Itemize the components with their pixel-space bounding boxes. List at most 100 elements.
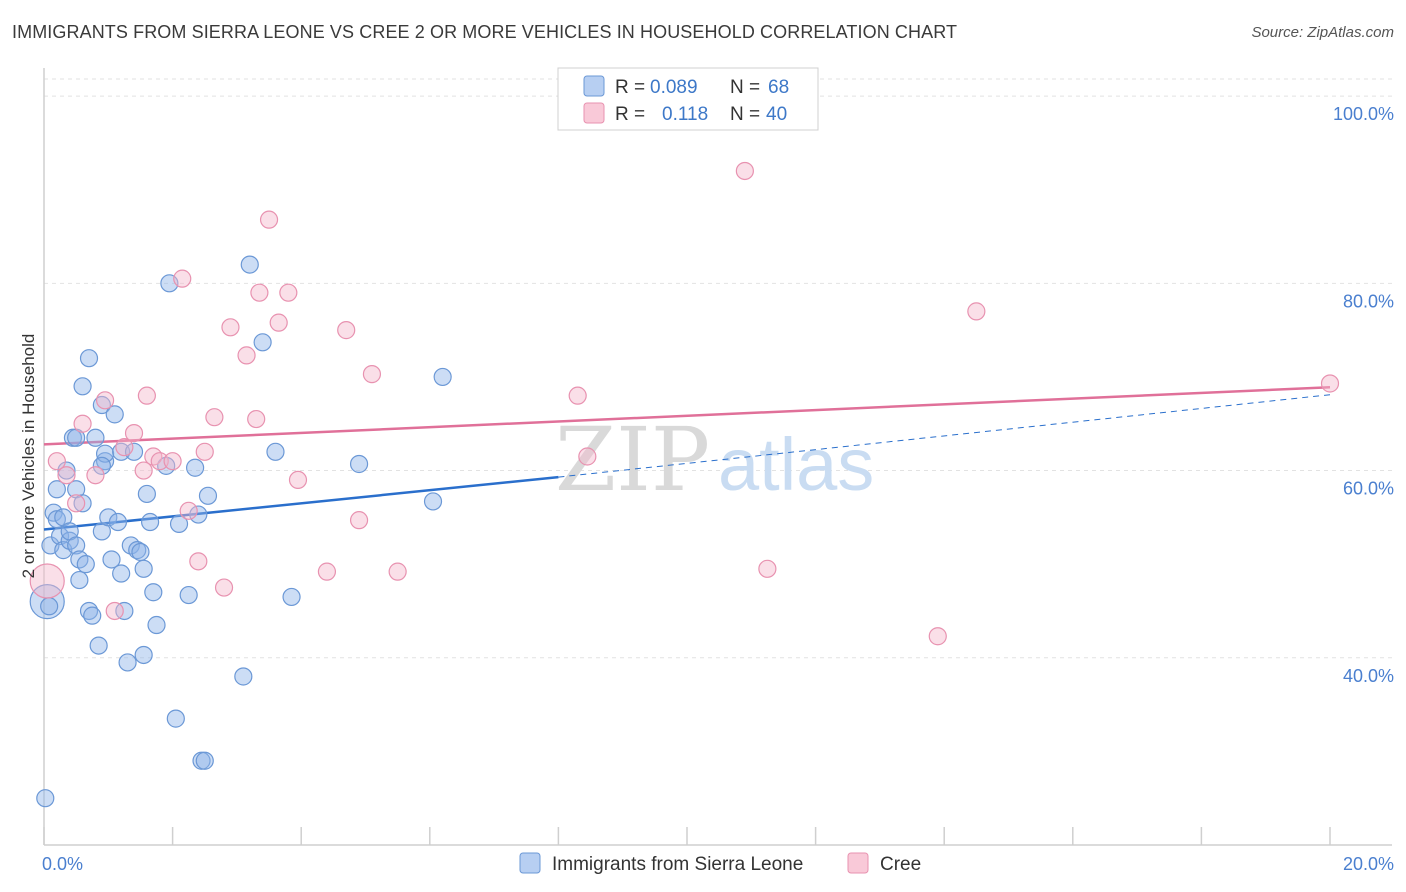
point-cree-35 bbox=[578, 447, 597, 466]
point-sierra-leone-24 bbox=[86, 428, 105, 447]
point-cree-4 bbox=[73, 414, 92, 433]
point-sierra-leone-9 bbox=[57, 461, 76, 480]
point-sierra-leone-23 bbox=[83, 606, 102, 625]
point-sierra-leone-0 bbox=[29, 584, 65, 620]
point-cree-9 bbox=[124, 423, 144, 443]
point-sierra-leone-31 bbox=[102, 550, 121, 569]
point-cree-39 bbox=[967, 302, 986, 321]
point-sierra-leone-58 bbox=[234, 667, 253, 686]
y-tick-label-100: 100.0% bbox=[1333, 104, 1394, 124]
point-cree-37 bbox=[758, 559, 777, 578]
point-cree-28 bbox=[288, 470, 308, 490]
point-cree-11 bbox=[137, 386, 156, 405]
watermark-atlas: atlas bbox=[718, 423, 874, 506]
point-sierra-leone-63 bbox=[349, 454, 369, 474]
point-cree-22 bbox=[237, 346, 256, 365]
point-cree-8 bbox=[115, 438, 134, 457]
point-sierra-leone-56 bbox=[195, 751, 214, 770]
legend-n-value-2: 40 bbox=[766, 104, 787, 125]
point-sierra-leone-53 bbox=[186, 458, 205, 477]
point-cree-34 bbox=[568, 386, 587, 405]
point-sierra-leone-40 bbox=[128, 541, 147, 560]
legend-n-label-1: N = bbox=[730, 77, 760, 98]
chart-source: Source: ZipAtlas.com bbox=[1251, 24, 1394, 41]
point-cree-24 bbox=[250, 283, 269, 302]
point-sierra-leone-30 bbox=[99, 508, 118, 527]
watermark-zip: ZIP bbox=[555, 408, 710, 511]
point-cree-23 bbox=[247, 409, 266, 429]
axis-labels: 40.0% 60.0% 80.0% 100.0% 0.0% 20.0% 2 or more … bbox=[19, 104, 1394, 874]
point-cree-6 bbox=[95, 391, 115, 410]
series-label-1: Immigrants from Sierra Leone bbox=[552, 854, 803, 875]
point-cree-25 bbox=[259, 210, 279, 229]
point-cree-29 bbox=[317, 562, 337, 581]
point-sierra-leone-59 bbox=[240, 255, 259, 274]
point-cree-15 bbox=[173, 269, 192, 288]
y-tick-label-60: 60.0% bbox=[1343, 479, 1394, 499]
legend-n-value-1: 68 bbox=[768, 77, 789, 98]
point-cree-36 bbox=[735, 161, 754, 181]
watermark: ZIP atlas bbox=[555, 408, 874, 511]
trend-line-sierra-leone bbox=[43, 475, 559, 531]
trend-lines bbox=[43, 385, 1331, 531]
legend-n-label-2: N = bbox=[730, 104, 760, 125]
point-sierra-leone-35 bbox=[112, 564, 131, 583]
point-cree-27 bbox=[279, 283, 298, 302]
point-sierra-leone-42 bbox=[134, 559, 153, 578]
point-cree-33 bbox=[388, 562, 407, 581]
point-sierra-leone-57 bbox=[198, 486, 218, 505]
point-sierra-leone-13 bbox=[67, 536, 86, 555]
trend-line-sierra-leone-extension bbox=[558, 394, 1331, 478]
point-sierra-leone-43 bbox=[134, 645, 153, 665]
series-legend: Immigrants from Sierra Leone Cree bbox=[519, 852, 921, 875]
point-sierra-leone-65 bbox=[92, 456, 111, 475]
legend-r-value-2: 0.118 bbox=[662, 104, 708, 125]
point-sierra-leone-47 bbox=[147, 615, 166, 635]
point-sierra-leone-60 bbox=[253, 333, 272, 352]
point-sierra-leone-36 bbox=[115, 601, 134, 621]
point-sierra-leone-39 bbox=[124, 442, 144, 461]
legend-r-label-1: R = bbox=[615, 77, 645, 98]
point-cree-13 bbox=[150, 452, 169, 471]
point-sierra-leone-46 bbox=[144, 583, 163, 602]
point-sierra-leone-19 bbox=[73, 494, 92, 513]
point-sierra-leone-44 bbox=[137, 484, 156, 504]
point-sierra-leone-5 bbox=[47, 480, 66, 499]
point-cree-18 bbox=[195, 442, 214, 461]
point-sierra-leone-66 bbox=[423, 492, 443, 511]
data-points bbox=[29, 161, 1340, 808]
point-sierra-leone-64 bbox=[36, 789, 55, 808]
point-sierra-leone-18 bbox=[73, 377, 92, 396]
x-tick-label-min: 0.0% bbox=[42, 854, 83, 874]
point-sierra-leone-50 bbox=[166, 709, 185, 728]
point-sierra-leone-17 bbox=[70, 570, 89, 590]
point-sierra-leone-21 bbox=[79, 349, 99, 368]
legend: R = 0.089 N = 68 R = 0.118 N = 40 bbox=[557, 67, 819, 131]
chart-title: IMMIGRANTS FROM SIERRA LEONE VS CREE 2 O… bbox=[12, 22, 958, 42]
axes bbox=[43, 68, 1392, 846]
point-cree-14 bbox=[163, 452, 182, 471]
legend-r-value-1: 0.089 bbox=[650, 77, 698, 98]
point-sierra-leone-33 bbox=[108, 512, 128, 532]
point-cree-7 bbox=[105, 601, 124, 621]
point-sierra-leone-32 bbox=[105, 405, 124, 424]
y-axis-label: 2 or more Vehicles in Household bbox=[19, 334, 38, 579]
point-sierra-leone-54 bbox=[189, 505, 208, 524]
point-cree-30 bbox=[337, 321, 356, 340]
point-sierra-leone-37 bbox=[118, 653, 137, 672]
gridlines bbox=[44, 78, 1392, 659]
trend-line-cree bbox=[43, 385, 1331, 446]
point-sierra-leone-6 bbox=[50, 526, 70, 546]
point-cree-1 bbox=[47, 452, 66, 471]
series-swatch-blue bbox=[519, 852, 541, 874]
point-cree-5 bbox=[86, 466, 105, 485]
series-swatch-pink bbox=[847, 852, 869, 874]
legend-swatch-blue bbox=[583, 75, 605, 97]
point-cree-32 bbox=[362, 365, 382, 384]
point-cree-19 bbox=[205, 408, 224, 427]
legend-r-label-2: R = bbox=[615, 104, 645, 125]
point-sierra-leone-62 bbox=[282, 587, 301, 607]
point-sierra-leone-61 bbox=[266, 442, 285, 461]
point-cree-26 bbox=[269, 313, 288, 332]
